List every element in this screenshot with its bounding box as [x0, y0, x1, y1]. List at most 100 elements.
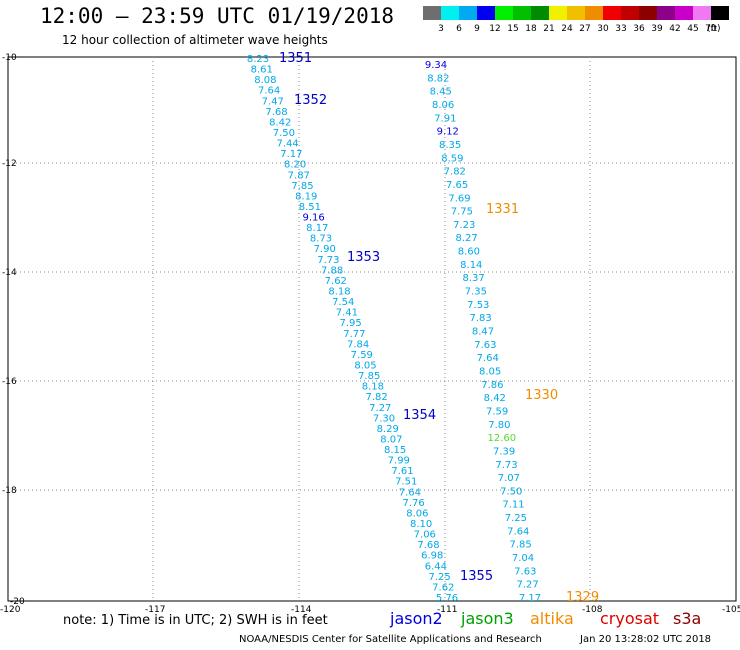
satellite-s3a: s3a — [673, 609, 702, 628]
legend-label: 45 — [687, 24, 699, 34]
jason2-swh-value: 7.68 — [417, 540, 439, 551]
altika-swh-value: 8.47 — [472, 327, 494, 338]
legend-swatch — [585, 6, 603, 20]
jason2-swh-value: 7.41 — [336, 308, 358, 319]
footer-note: note: 1) Time is in UTC; 2) SWH is in fe… — [63, 613, 328, 628]
map-grid — [7, 56, 737, 602]
legend-swatch — [639, 6, 657, 20]
altika-swh-value: 7.53 — [467, 300, 489, 311]
footer-credit: NOAA/NESDIS Center for Satellite Applica… — [239, 634, 542, 645]
legend-swatch — [459, 6, 477, 20]
legend-swatch — [567, 6, 585, 20]
altika-swh-value: 7.82 — [444, 167, 466, 178]
jason2-swh-value: 8.10 — [410, 519, 432, 530]
altika-swh-value: 8.05 — [479, 367, 501, 378]
altika-swh-value: 7.27 — [516, 580, 538, 591]
altika-swh-value: 7.65 — [446, 180, 468, 191]
jason2-swh-value: 7.62 — [325, 276, 347, 287]
jason2-swh-value: 7.47 — [262, 96, 284, 107]
jason2-swh-value: 7.73 — [317, 255, 339, 266]
jason2-swh-value: 7.85 — [291, 181, 313, 192]
jason2-swh-value: 7.87 — [288, 170, 310, 181]
legend-label: 27 — [579, 24, 591, 34]
lon-label: -120 — [0, 605, 21, 615]
lat-label: -20 — [10, 597, 25, 607]
legend-swatch — [441, 6, 459, 20]
jason2-swh-value: 7.54 — [332, 297, 354, 308]
legend-label: 9 — [474, 24, 480, 34]
altika-swh-value: 7.86 — [481, 380, 503, 391]
legend-swatch — [423, 6, 441, 20]
jason2-swh-value: 7.99 — [388, 456, 410, 467]
altika-swh-value: 7.04 — [512, 553, 534, 564]
altika-swh-value: 8.42 — [484, 393, 506, 404]
jason2-swh-value: 8.29 — [377, 424, 399, 435]
orbit-labels: 1351 1352 1353 1354 1355 1331 1330 1329 — [279, 51, 599, 605]
jason2-swh-value: 5.76 — [436, 593, 458, 604]
legend-label: 42 — [669, 24, 681, 34]
lat-label: -10 — [2, 53, 17, 63]
legend-swatch — [675, 6, 693, 20]
jason2-swh-value: 8.08 — [254, 75, 276, 86]
lon-label: -108 — [582, 605, 603, 615]
jason2-swh-value: 7.50 — [273, 128, 295, 139]
altika-swh-value: 7.85 — [509, 540, 531, 551]
legend-unit: (ft) — [707, 24, 721, 34]
jason2-swh-value: 7.25 — [428, 572, 450, 583]
jason2-swh-value: 9.16 — [302, 213, 324, 224]
legend-swatch — [711, 6, 729, 20]
jason2-swh-value: 8.19 — [295, 191, 317, 202]
jason2-swh-value: 7.51 — [395, 477, 417, 488]
altika-swh-value: 7.80 — [488, 420, 510, 431]
legend-swatch — [495, 6, 513, 20]
altika-swh-value: 12.60 — [487, 433, 516, 444]
legend-label: 6 — [456, 24, 462, 34]
legend-label: 21 — [543, 24, 555, 34]
altika-swh-value: 8.06 — [432, 100, 454, 111]
altika-swh-value: 7.50 — [500, 486, 522, 497]
jason2-swh-value: 7.44 — [276, 139, 298, 150]
jason2-swh-value: 7.76 — [402, 498, 424, 509]
jason2-swh-value: 8.23 — [247, 54, 269, 65]
axis-labels: -10 -12 -14 -16 -18 -20-120 -117 -114 -111 -108 -1… — [0, 53, 740, 615]
legend-label: 33 — [615, 24, 627, 34]
legend-swatch — [657, 6, 675, 20]
jason2-swh-value: 7.77 — [343, 329, 365, 340]
altika-swh-value: 7.17 — [519, 593, 541, 604]
altika-swh-value: 8.59 — [441, 153, 463, 164]
legend-label: 39 — [651, 24, 663, 34]
jason2-swh-value: 8.51 — [299, 202, 321, 213]
lat-label: -18 — [2, 486, 17, 496]
page-subtitle: 12 hour collection of altimeter wave hei… — [62, 33, 328, 47]
lat-label: -14 — [2, 268, 17, 278]
satellite-jason3: jason3 — [461, 609, 514, 628]
jason2-swh-value: 8.06 — [406, 509, 428, 520]
jason2-swh-value: 7.95 — [339, 318, 361, 329]
altika-swh-value: 8.14 — [460, 260, 482, 271]
map-frame — [7, 56, 737, 602]
legend-swatch — [621, 6, 639, 20]
jason2-swh-value: 8.42 — [269, 117, 291, 128]
altika-swh-value: 7.11 — [502, 500, 524, 511]
altika-swh-value: 7.25 — [505, 513, 527, 524]
legend-label: 12 — [489, 24, 501, 34]
lon-label: -111 — [437, 605, 457, 615]
lon-label: -114 — [291, 605, 312, 615]
jason2-swh-value: 7.82 — [365, 392, 387, 403]
legend-label: 18 — [525, 24, 537, 34]
legend-label: 36 — [633, 24, 645, 34]
legend-swatch — [603, 6, 621, 20]
jason2-swh-value: 7.61 — [391, 466, 413, 477]
page-title: 12:00 – 23:59 UTC 01/19/2018 — [40, 4, 395, 28]
altika-swh-value: 8.37 — [462, 273, 484, 284]
altika-swh-value: 8.45 — [430, 87, 452, 98]
orbit-number-jason2: 1351 — [279, 51, 312, 66]
altika-swh-value: 7.69 — [448, 193, 470, 204]
altika-swh-value: 7.64 — [477, 353, 499, 364]
satellite-altika: altika — [530, 609, 574, 628]
altika-swh-value: 7.73 — [495, 460, 517, 471]
orbit-number-jason2: 1355 — [460, 569, 493, 584]
jason2-swh-value: 7.90 — [314, 244, 336, 255]
legend-swatch — [513, 6, 531, 20]
